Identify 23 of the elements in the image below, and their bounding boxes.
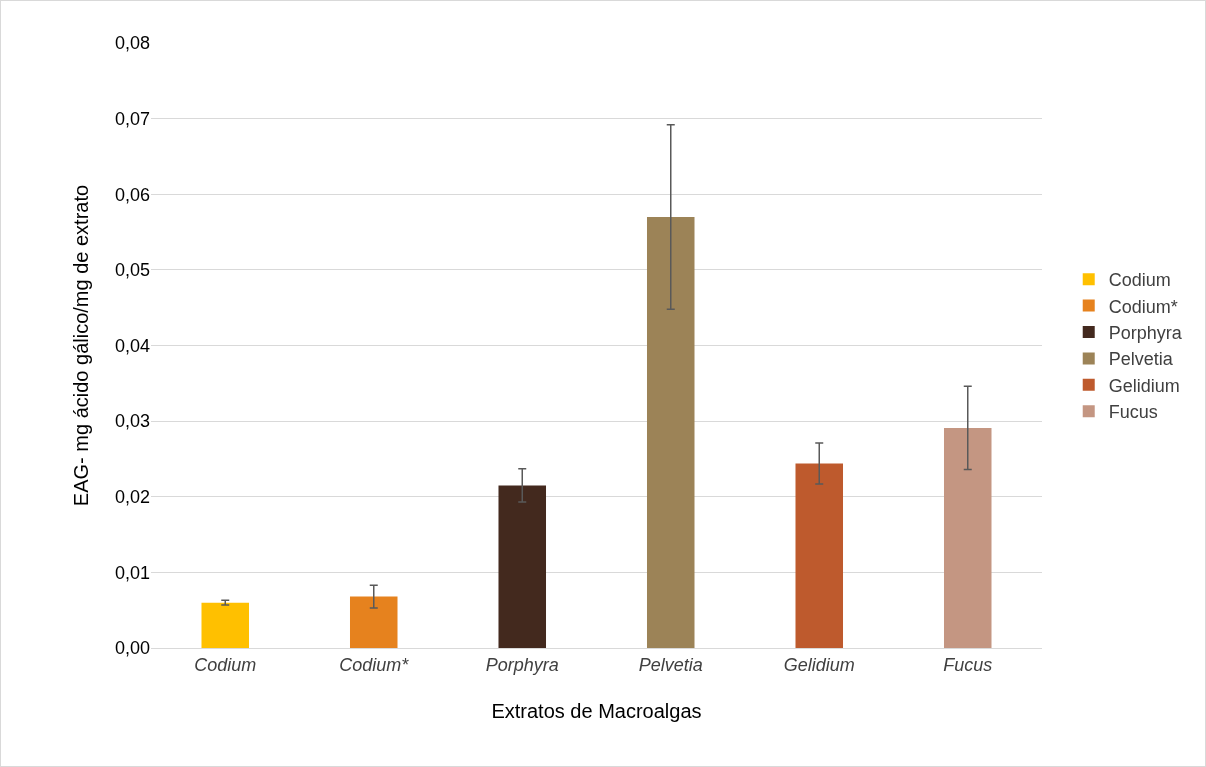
x-tick-label: Porphyra bbox=[485, 654, 559, 675]
y-axis-title: EAG- mg ácido gálico/mg de extrato bbox=[70, 184, 93, 507]
x-axis-title: Extratos de Macroalgas bbox=[491, 700, 702, 723]
legend-label: Codium* bbox=[1108, 296, 1178, 317]
x-tick-label: Pelvetia bbox=[638, 654, 703, 675]
legend-label: Pelvetia bbox=[1108, 349, 1174, 370]
x-tick-label: Codium bbox=[194, 654, 257, 675]
x-tick-label: Gelidium bbox=[783, 654, 855, 675]
y-tick-label: 0,00 bbox=[114, 638, 150, 659]
y-tick-label: 0,01 bbox=[114, 562, 150, 583]
y-tick-label: 0,03 bbox=[114, 411, 150, 432]
y-tick-label: 0,07 bbox=[114, 108, 150, 129]
x-tick-label: Fucus bbox=[943, 654, 993, 675]
legend-label: Porphyra bbox=[1108, 323, 1183, 344]
y-tick-label: 0,02 bbox=[114, 487, 150, 508]
legend-label: Codium bbox=[1108, 270, 1171, 291]
y-tick-label: 0,08 bbox=[114, 33, 150, 54]
x-tick-label: Codium* bbox=[339, 654, 410, 675]
y-tick-label: 0,06 bbox=[114, 184, 150, 205]
y-tick-label: 0,05 bbox=[114, 260, 150, 281]
legend-label: Fucus bbox=[1108, 402, 1158, 423]
legend-label: Gelidium bbox=[1108, 375, 1180, 396]
y-tick-label: 0,04 bbox=[114, 335, 150, 356]
